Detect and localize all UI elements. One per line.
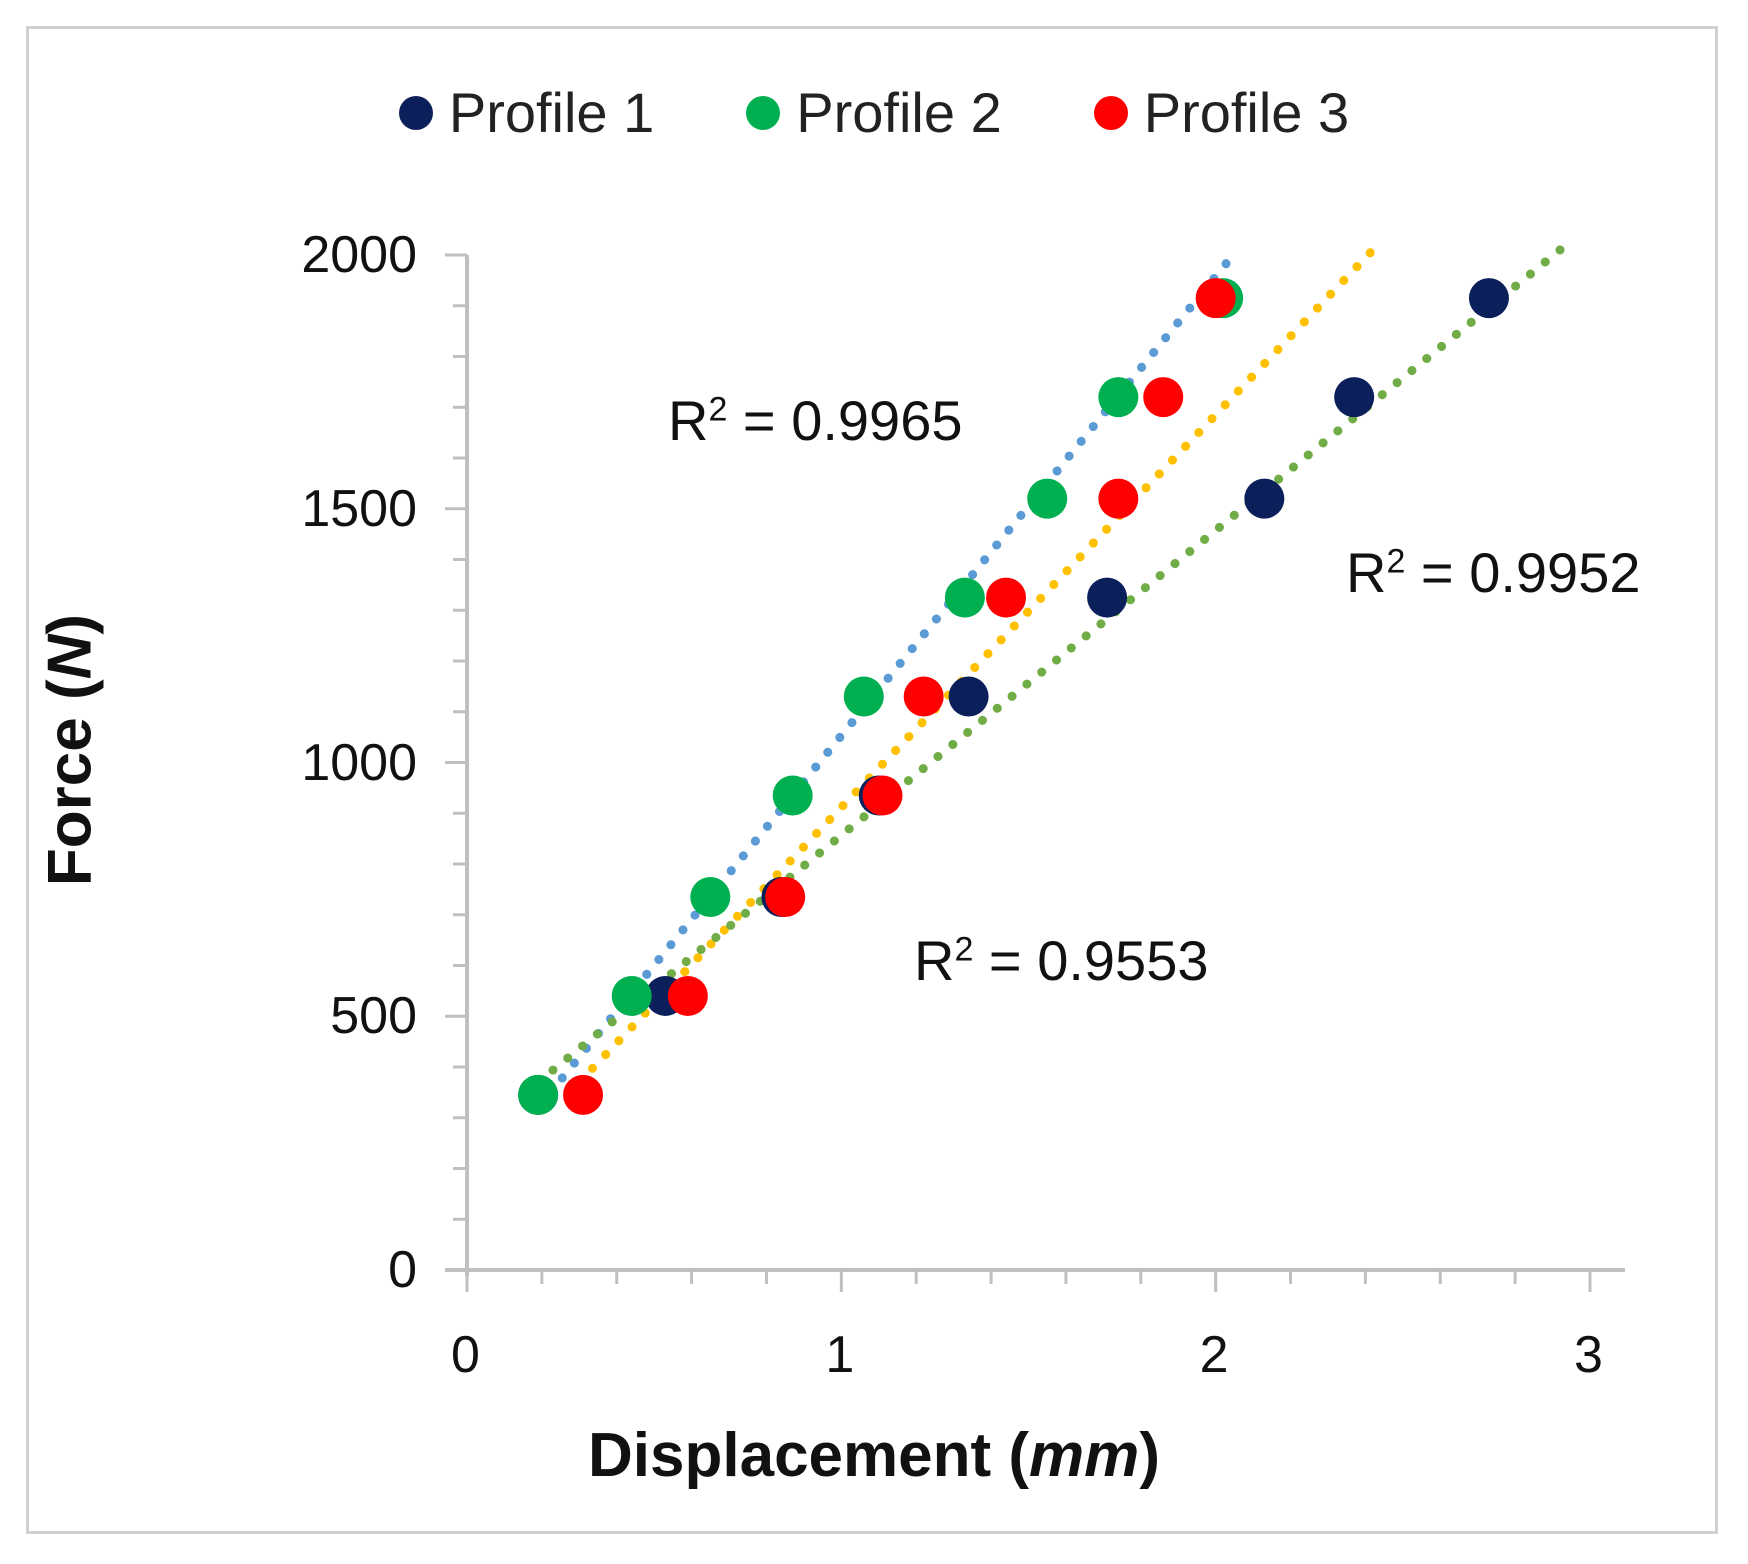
x-tick-label: 1	[825, 1326, 855, 1384]
x-tick-label: 0	[451, 1326, 480, 1384]
y-axis-title: Force (N)	[35, 614, 106, 886]
data-point	[1087, 577, 1128, 618]
r2-value: = 0.9965	[727, 389, 963, 452]
legend-item-profile-3[interactable]: Profile 3	[1093, 80, 1350, 145]
r2-prefix: R	[914, 929, 955, 992]
legend-label-profile-3: Profile 3	[1143, 81, 1350, 144]
data-point	[1098, 478, 1139, 519]
data-point	[903, 676, 944, 717]
legend-marker-profile-2	[746, 95, 781, 130]
data-point	[843, 676, 884, 717]
data-point	[1098, 377, 1139, 418]
data-point	[690, 876, 731, 917]
data-point	[518, 1074, 559, 1115]
data-point	[986, 577, 1027, 618]
data-point	[1334, 377, 1375, 418]
r2-label-profile-1: R2 = 0.9553	[914, 928, 1208, 993]
r2-exponent: 2	[1386, 542, 1406, 581]
r2-value: = 0.9952	[1405, 541, 1641, 604]
data-point	[765, 876, 806, 917]
series-profile-2	[518, 278, 1244, 1115]
x-axis-title-main: Displacement (	[588, 1421, 1030, 1490]
r2-exponent: 2	[954, 930, 974, 969]
series-profile-3	[563, 278, 1236, 1115]
r2-prefix: R	[1346, 541, 1387, 604]
y-axis-title-main: Force (	[35, 679, 105, 887]
legend-label-profile-1: Profile 1	[448, 81, 655, 144]
y-tick-label: 1000	[301, 733, 417, 792]
y-tick-label: 2000	[301, 226, 417, 284]
data-point	[944, 577, 985, 618]
legend-item-profile-2[interactable]: Profile 2	[746, 80, 1002, 145]
legend: Profile 1 Profile 2 Profile 3	[0, 80, 1748, 145]
x-tick-label: 2	[1199, 1326, 1229, 1384]
data-point	[862, 775, 903, 816]
data-point	[948, 676, 989, 717]
data-point	[1143, 377, 1184, 418]
y-tick-label: 1500	[301, 479, 417, 538]
r2-prefix: R	[668, 389, 709, 452]
r2-value: = 0.9553	[973, 929, 1209, 992]
y-axis-title-end: )	[35, 613, 105, 635]
y-tick-label: 500	[330, 987, 417, 1046]
legend-item-profile-1[interactable]: Profile 1	[398, 80, 655, 145]
data-point	[772, 775, 813, 816]
data-point	[1244, 478, 1285, 519]
legend-marker-profile-3	[1093, 95, 1128, 130]
data-point	[1195, 278, 1236, 319]
legend-marker-profile-1	[398, 95, 433, 130]
r2-exponent: 2	[708, 390, 728, 429]
x-axis-title: Displacement (mm)	[0, 1420, 1748, 1491]
data-point	[1468, 278, 1509, 319]
legend-label-profile-2: Profile 2	[796, 81, 1002, 144]
data-point	[667, 975, 708, 1016]
data-point	[563, 1074, 604, 1115]
x-tick-label: 3	[1574, 1326, 1603, 1384]
r2-label-profile-2: R2 = 0.9965	[668, 388, 962, 453]
r2-label-profile-3: R2 = 0.9952	[1346, 540, 1640, 605]
x-axis-title-end: )	[1139, 1421, 1160, 1490]
data-point	[1027, 478, 1068, 519]
data-point	[611, 975, 652, 1016]
y-axis-title-unit: N	[35, 634, 105, 680]
trendline-profile-3	[574, 245, 1378, 1087]
x-axis-title-unit: mm	[1029, 1421, 1140, 1490]
y-tick-label: 0	[388, 1241, 417, 1299]
